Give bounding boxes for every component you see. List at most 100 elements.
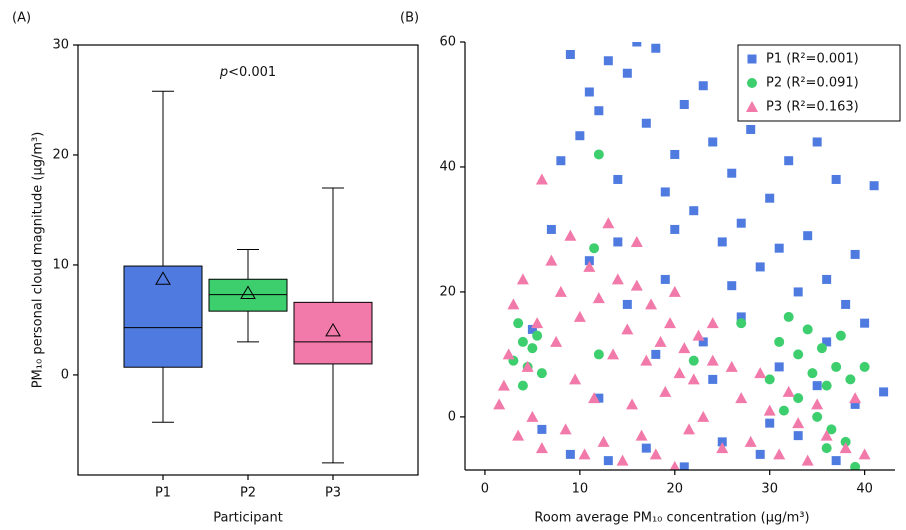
point [816, 343, 827, 354]
point [717, 237, 727, 247]
point [635, 429, 648, 441]
point [588, 392, 601, 404]
y-tick-label: 20 [52, 147, 69, 162]
y-tick-label: 60 [439, 35, 456, 50]
point [812, 137, 822, 147]
point [622, 68, 632, 78]
point [841, 299, 851, 309]
point [706, 317, 719, 329]
point [670, 224, 680, 234]
point [858, 448, 871, 460]
point [575, 131, 585, 141]
point [803, 231, 813, 241]
point [669, 460, 680, 470]
legend-label: P2 (R²=0.091) [766, 76, 859, 91]
point [660, 187, 670, 197]
point [678, 342, 691, 354]
point [497, 379, 510, 391]
point [569, 373, 582, 385]
point [783, 311, 794, 322]
point [654, 335, 667, 347]
point [632, 42, 642, 47]
point [611, 273, 624, 285]
point [688, 355, 699, 366]
point [706, 354, 719, 366]
point [683, 423, 696, 435]
point [664, 317, 677, 329]
y-tick-label: 0 [61, 367, 69, 382]
point [546, 224, 556, 234]
point [820, 429, 833, 441]
point [645, 298, 658, 310]
point [616, 454, 629, 466]
legend-label: P1 (R²=0.001) [766, 52, 859, 67]
y-axis-label: PM₁₀ personal cloud magnitude (μg/m³) [31, 132, 46, 389]
point [736, 312, 746, 322]
point [613, 237, 623, 247]
point [708, 137, 718, 147]
point [792, 417, 805, 429]
point [565, 449, 575, 459]
point [641, 118, 651, 128]
point [697, 410, 710, 422]
point [564, 229, 577, 241]
point [630, 279, 643, 291]
point [670, 149, 680, 159]
point [793, 393, 804, 404]
point [531, 317, 544, 329]
point [736, 218, 746, 228]
point [725, 360, 738, 372]
point [602, 217, 615, 229]
point [527, 343, 538, 354]
legend-box [737, 44, 901, 122]
point [774, 336, 785, 347]
point [640, 354, 653, 366]
point [716, 442, 729, 454]
point [597, 435, 610, 447]
point [822, 337, 832, 347]
point [822, 274, 832, 284]
point [526, 410, 539, 422]
point [550, 335, 563, 347]
point [765, 193, 775, 203]
point [821, 380, 832, 391]
annotation-text: <0.001 [228, 65, 276, 80]
mean-marker [325, 322, 341, 337]
point [774, 243, 784, 253]
point [535, 442, 548, 454]
point [660, 274, 670, 284]
point [679, 99, 689, 109]
point [603, 456, 613, 466]
point [826, 424, 837, 435]
point [673, 367, 686, 379]
point [869, 181, 879, 191]
point [687, 373, 700, 385]
point [641, 443, 651, 453]
point [532, 330, 543, 341]
points [493, 42, 889, 470]
point [793, 431, 803, 441]
point [821, 443, 832, 454]
point [594, 106, 604, 116]
point [698, 81, 708, 91]
point [850, 399, 860, 409]
point [621, 323, 634, 335]
point [537, 424, 547, 434]
point [698, 337, 708, 347]
legend-marker [746, 101, 758, 112]
point [589, 243, 600, 254]
point [727, 168, 737, 178]
point [802, 324, 813, 335]
point [812, 411, 823, 422]
annotation-italic: p [219, 65, 228, 80]
x-axis-label: Participant [213, 511, 283, 526]
point [860, 318, 870, 328]
point [607, 348, 620, 360]
point [831, 456, 841, 466]
mean-marker [155, 271, 171, 285]
y-tick-label: 20 [439, 284, 456, 299]
x-axis-label: Room average PM₁₀ concentration (μg/m³) [534, 511, 809, 526]
point [793, 287, 803, 297]
point [801, 454, 814, 466]
point [744, 435, 757, 447]
